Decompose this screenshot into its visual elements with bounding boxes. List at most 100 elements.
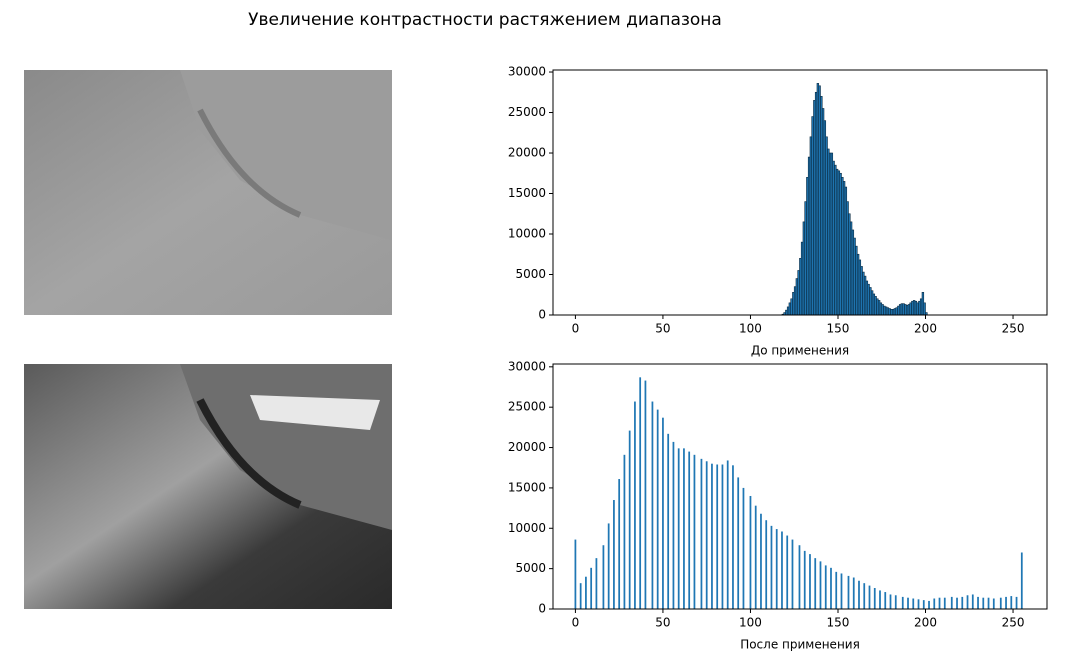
bar <box>999 597 1002 609</box>
y-tick-label: 5000 <box>515 267 546 281</box>
bar <box>742 487 745 609</box>
bar <box>662 417 664 609</box>
bar <box>956 597 958 609</box>
x-tick-label: 250 <box>1002 322 1025 336</box>
bar <box>987 597 990 609</box>
bar <box>770 525 773 609</box>
x-tick-label: 150 <box>827 322 850 336</box>
bar <box>765 520 768 609</box>
bar <box>868 585 871 609</box>
x-tick-label: 200 <box>914 322 937 336</box>
y-tick-label: 20000 <box>508 146 546 160</box>
bar <box>579 583 582 609</box>
bar <box>966 595 969 609</box>
bar <box>950 596 953 609</box>
bar <box>700 458 703 609</box>
bar <box>618 479 621 609</box>
axes-frame <box>552 363 1048 610</box>
bar <box>863 583 866 609</box>
y-tick-label: 15000 <box>508 480 546 494</box>
x-tick-label: 0 <box>572 322 580 336</box>
bar <box>683 448 685 609</box>
bar <box>628 430 631 609</box>
bar <box>781 531 783 609</box>
bar <box>613 500 615 609</box>
bar <box>644 380 647 609</box>
bar <box>961 596 964 609</box>
bar <box>749 495 752 609</box>
bar <box>809 554 811 609</box>
bar <box>912 598 915 609</box>
bar <box>585 576 587 609</box>
bar <box>677 448 680 609</box>
bar <box>933 598 936 609</box>
bar <box>1010 596 1013 609</box>
y-tick-label: 0 <box>538 308 546 322</box>
bar <box>879 590 881 609</box>
x-axis-label: До применения <box>751 344 849 358</box>
bar <box>889 594 892 609</box>
x-tick-label: 50 <box>655 322 670 336</box>
bar <box>732 465 734 609</box>
bar <box>775 529 778 609</box>
bar <box>623 454 626 609</box>
bar <box>634 401 636 609</box>
bar <box>847 575 850 609</box>
bar <box>798 545 801 609</box>
bar <box>716 464 719 609</box>
y-tick-label: 25000 <box>508 400 546 414</box>
bar <box>607 523 610 609</box>
bar <box>786 535 789 609</box>
y-tick-label: 20000 <box>508 440 546 454</box>
bar <box>1020 552 1023 609</box>
bar <box>791 539 794 609</box>
x-tick-label: 0 <box>572 616 580 630</box>
bar <box>971 594 974 609</box>
histogram-after: 0 50 100 150 200 250 0 5000 10000 15000 20000 25000… <box>508 359 1048 652</box>
bar <box>884 592 887 609</box>
bar <box>602 545 605 609</box>
image-before <box>24 70 392 315</box>
y-tick-label: 10000 <box>508 521 546 535</box>
bar <box>726 460 729 609</box>
bar <box>982 597 985 609</box>
y-tick-label: 5000 <box>515 561 546 575</box>
y-tick-label: 15000 <box>508 186 546 200</box>
bar <box>873 588 876 609</box>
bar <box>667 433 670 609</box>
bar <box>922 600 925 609</box>
bar <box>928 600 930 609</box>
bar <box>943 597 946 609</box>
image-after <box>24 364 392 609</box>
x-tick-label: 100 <box>739 616 762 630</box>
bar <box>803 550 806 609</box>
bar <box>992 598 995 609</box>
bar <box>852 577 855 609</box>
bar <box>639 377 642 609</box>
bar <box>907 597 909 609</box>
bar <box>830 567 832 609</box>
bar <box>1005 596 1007 609</box>
y-tick-label: 25000 <box>508 105 546 119</box>
y-tick-label: 30000 <box>508 359 546 373</box>
bar <box>824 565 827 609</box>
bar <box>590 567 593 609</box>
y-tick-label: 10000 <box>508 227 546 241</box>
bar <box>705 461 708 609</box>
x-tick-label: 100 <box>739 322 762 336</box>
bar <box>814 558 817 609</box>
bar <box>819 561 822 609</box>
x-tick-label: 250 <box>1002 616 1025 630</box>
figure-title: Увеличение контрастности растяжением диа… <box>248 10 722 30</box>
bar <box>894 595 897 609</box>
bar <box>840 573 843 609</box>
bar <box>737 477 740 609</box>
bar <box>760 513 762 609</box>
bar <box>693 454 696 609</box>
bar <box>721 464 724 609</box>
x-tick-label: 150 <box>827 616 850 630</box>
bar <box>754 505 757 609</box>
bar <box>1015 596 1018 609</box>
bar <box>917 599 920 609</box>
